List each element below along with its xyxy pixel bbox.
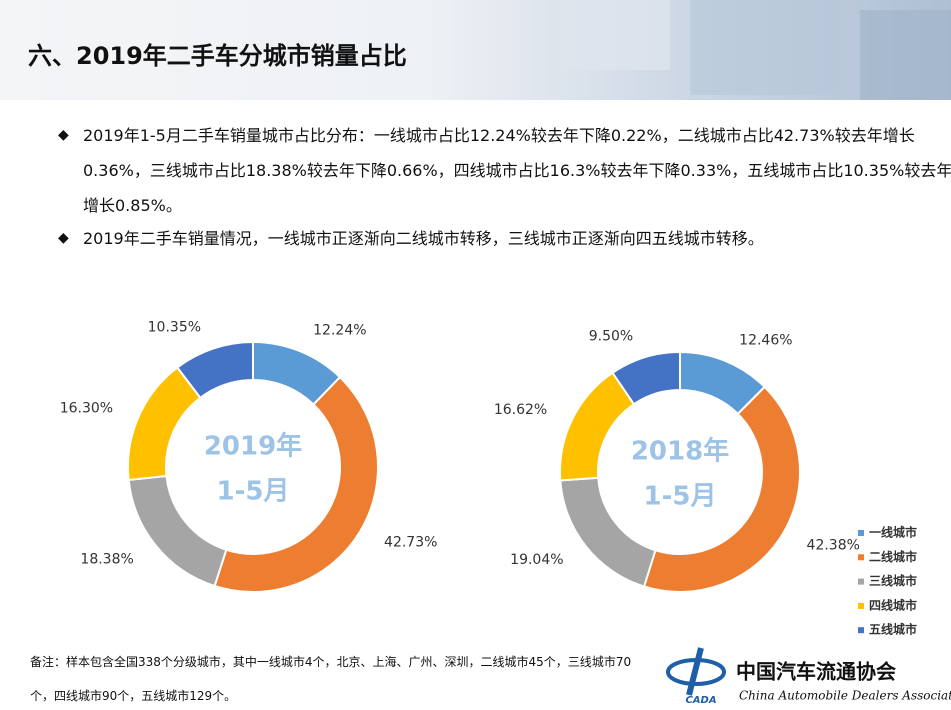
legend-label: 三线城市: [869, 573, 917, 588]
center-label: 1-5月: [217, 477, 290, 507]
data-label: 10.35%: [148, 320, 201, 336]
data-label: 19.04%: [510, 552, 563, 568]
footnote: 备注：样本包含全国338个分级城市，其中一线城市4个，北京、上海、广州、深圳，二…: [30, 655, 632, 703]
logo-name: 中国汽车流通协会: [736, 660, 896, 684]
data-label: 18.38%: [80, 552, 133, 568]
legend-label: 四线城市: [869, 597, 917, 612]
data-label: 12.46%: [739, 333, 792, 349]
data-label: 16.62%: [494, 402, 547, 418]
data-label: 16.30%: [60, 401, 113, 417]
chart: 12.24% 42.73% 18.38% 16.30% 10.35% 2019年 1-5月 1…: [60, 320, 917, 637]
header-band: 六、2019年二手车分城市销量占比: [0, 0, 951, 100]
legend-swatch: [858, 530, 864, 536]
center-label: 1-5月: [644, 482, 717, 512]
donut-segment: [559, 476, 657, 588]
bullet: 2019年1-5月二手车销量城市占比分布：一线城市占比12.24%较去年下降0.…: [58, 118, 951, 223]
legend-swatch: [858, 554, 864, 561]
slide-title: 六、2019年二手车分城市销量占比: [28, 42, 407, 70]
donut-segment: [611, 350, 681, 406]
header-decoration: [560, 0, 951, 100]
donut-segment: [175, 340, 254, 400]
data-label: 42.73%: [384, 535, 437, 551]
logo-stroke: [686, 647, 704, 696]
donut-segment: [213, 375, 379, 593]
data-label: 9.50%: [589, 328, 633, 344]
data-label: 42.38%: [807, 537, 860, 553]
center-label: 2018年: [631, 436, 729, 467]
data-label: 12.24%: [313, 323, 366, 339]
legend-label: 一线城市: [869, 525, 917, 540]
center-label: 2019年: [204, 431, 302, 462]
logo: CADA 中国汽车流通协会 China Automobile Dealers A…: [666, 647, 951, 706]
legend-swatch: [858, 627, 864, 634]
logo-english: China Automobile Dealers Association: [739, 689, 951, 703]
legend-label: 五线城市: [869, 622, 917, 637]
legend-swatch: [858, 602, 864, 609]
legend-label: 二线城市: [869, 549, 917, 564]
bullet: 2019年二手车销量情况，一线城市正逐渐向二线城市转移，三线城市正逐渐向四五线城…: [58, 221, 951, 256]
legend-swatch: [858, 578, 864, 585]
logo-mark: CADA: [685, 695, 716, 706]
donut-segment: [127, 474, 228, 588]
donut-segment: [642, 385, 801, 593]
